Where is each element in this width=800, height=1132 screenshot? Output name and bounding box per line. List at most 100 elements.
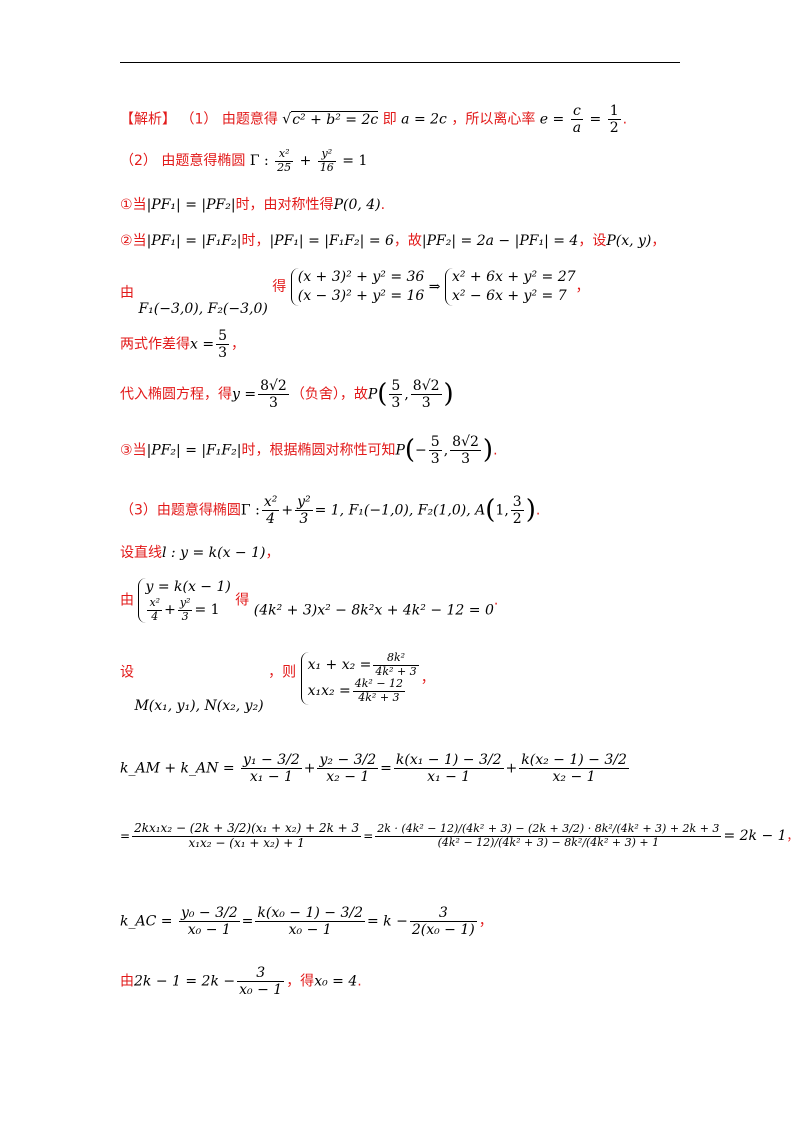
subst-line: 代入椭圆方程，得y = 8√2 3 （负舍），故P(5 3, 8√2 3) (120, 378, 454, 412)
subst-text: 代入椭圆方程，得 (120, 386, 232, 403)
part1-sqrt-sign: √ (282, 111, 292, 128)
kam-line: k_AM + k_AN = y₁ − 3/2 x₁ − 1 + y₂ − 3/2 x₂ … (120, 752, 629, 786)
system1-de: 得 (272, 278, 287, 295)
case2-end: ， (651, 233, 666, 249)
case2-label: ②当 (120, 233, 147, 249)
kam-frac-d: k(x₂ − 1) − 3/2 x₂ − 1 (519, 752, 629, 786)
ellipse-x-term: x² 25 (275, 147, 294, 174)
part3-gamma: Γ : (240, 502, 260, 519)
kam2-end: ， (786, 828, 799, 843)
vieta-brace: x₁ + x₂ = 8k² 4k² + 3 x₁x₂ = 4k² − 12 4k² + … (300, 651, 421, 705)
kam-lhs: k_AM + k_AN = (120, 760, 235, 777)
kam2-line: = 2kx₁x₂ − (2k + 3/2)(x₁ + x₂) + 2k + 3 x₁… (120, 821, 799, 850)
diff-lhs: x = (190, 336, 215, 353)
case1-label: ①当 (120, 197, 147, 213)
vieta-line: 设 M(x₁, y₁), N(x₂, y₂) ，则 x₁ + x₂ = 8k² 4k… (120, 651, 435, 715)
case1-point: P(0, 4) (333, 197, 381, 213)
part2-text: 由题意得椭圆 (161, 153, 246, 170)
vieta-she: 设 (120, 664, 134, 681)
rhs: = 1 (342, 153, 368, 170)
part3-text: 由题意得椭圆 (156, 502, 241, 519)
system2-de: 得 (235, 592, 250, 609)
system2-brace: y = k(x − 1) x² 4 + y² 3 = 1 (138, 578, 231, 624)
vieta-ze: ，则 (268, 664, 297, 681)
line-l-eq: l : y = k(x − 1) (162, 545, 266, 561)
kam2-frac-e: 2kx₁x₂ − (2k + 3/2)(x₁ + x₂) + 2k + 3 x₁x… (132, 821, 362, 850)
case2-eq4: P(x, y) (606, 233, 652, 249)
kac-lhs: k_AC = (120, 913, 173, 930)
part3-x-term: x² 4 (261, 494, 280, 528)
implies-arrow: ⇒ (428, 278, 441, 295)
final-line: 由2k − 1 = 2k −3 x₀ − 1 ，得x₀ = 4. (120, 965, 362, 998)
case2-line: ②当|PF₁| = |F₁F₂|时，|PF₁| = |F₁F₂| = 6，故|P… (120, 233, 665, 250)
solution-label: 【解析】 (120, 111, 176, 128)
system1-line: 由 F₁(−3,0), F₂(−3,0) 得 (x + 3)² + y² = 3… (120, 268, 590, 318)
system1-brace-left: (x + 3)² + y² = 36 (x − 3)² + y² = 16 (290, 268, 424, 306)
kam-frac-b: y₂ − 3/2 x₂ − 1 (317, 752, 379, 786)
kac-frac-a: y₀ − 3/2 x₀ − 1 (178, 905, 240, 939)
part1-number: （1） (180, 111, 218, 128)
part2-number: （2） (120, 153, 157, 170)
diff-end: ， (231, 336, 245, 353)
case1-line: ①当|PF₁| = |PF₂|时，由对称性得P(0, 4). (120, 197, 385, 214)
subst-p: P (367, 386, 378, 403)
part3-y-term: y² 3 (295, 494, 313, 528)
top-rule (120, 62, 680, 63)
subst-lhs: y = (232, 386, 257, 403)
eq-sign: = (589, 111, 602, 128)
part1-eq2: a = 2c (401, 111, 447, 128)
line-l-end: ， (265, 545, 280, 561)
case1-text: 时，由对称性得 (235, 197, 334, 213)
vieta-mn: M(x₁, y₁), N(x₂, y₂) (134, 698, 264, 715)
plus: + (299, 153, 312, 170)
part1-text: 由题意得 (221, 111, 278, 128)
system2-line: 由 y = k(x − 1) x² 4 + y² 3 = 1 得 (4k² + 3)x² … (120, 578, 499, 624)
subst-neg: （负舍），故 (290, 386, 368, 403)
case1-eq: |PF₁| = |PF₂| (146, 197, 236, 213)
line-l-line: 设直线l : y = k(x − 1)， (120, 545, 279, 562)
kac-mid: = k − (367, 913, 408, 930)
diff-line: 两式作差得x = 5 3， (120, 328, 245, 361)
system1-you: 由 (120, 284, 134, 301)
case2-eq1: |PF₁| = |F₁F₂| (146, 233, 242, 249)
system2-end: . (493, 592, 499, 609)
kac-frac-b: k(x₀ − 1) − 3/2 x₀ − 1 (255, 905, 365, 939)
case3-eq: |PF₂| = |F₁F₂| (146, 442, 242, 459)
part1-end: . (622, 111, 628, 128)
case3-p: P (395, 442, 405, 459)
kac-frac-c: 3 2(x₀ − 1) (409, 905, 477, 939)
kam2-result: = 2k − 1 (723, 827, 787, 844)
case3-minus: − (415, 442, 427, 459)
diff-text: 两式作差得 (120, 336, 190, 353)
case2-eq3: |PF₂| = 2a − |PF₁| = 4 (421, 233, 579, 249)
case3-text: 时，根据椭圆对称性可知 (241, 442, 396, 459)
system1-brace-right: x² + 6x + y² = 27 x² − 6x + y² = 7 (444, 268, 576, 306)
part3-number: （3） (120, 502, 157, 519)
part1-ji: 即 (382, 111, 397, 128)
kam-frac-a: y₁ − 3/2 x₁ − 1 (241, 752, 302, 786)
part3-end: . (535, 502, 541, 519)
case2-t1: 时， (241, 233, 270, 249)
kam2-frac-f: 2k · (4k² − 12)/(4k² + 3) − (2k + 3/2) ·… (375, 822, 722, 849)
case3-py: 8√2 3 (450, 434, 481, 468)
kac-line: k_AC = y₀ − 3/2 x₀ − 1 = k(x₀ − 1) − 3/2 x₀ … (120, 905, 493, 939)
part3-rhs: = 1, F₁(−1,0), F₂(1,0), A (314, 502, 486, 519)
system2-you: 由 (120, 592, 134, 609)
final-de: ，得 (286, 973, 315, 990)
final-result: x₀ = 4 (314, 973, 358, 990)
vieta-end: ， (420, 670, 435, 687)
final-eq: 2k − 1 = 2k − (134, 973, 236, 990)
part1-line: 【解析】 （1） 由题意得 √c² + b² = 2c 即 a = 2c ，所以… (120, 103, 627, 136)
case2-eq2: |PF₁| = |F₁F₂| = 6 (269, 233, 394, 249)
part1-tail: ，所以离心率 (451, 111, 536, 128)
case3-end: . (493, 442, 498, 459)
case2-t3: ，设 (578, 233, 607, 249)
case3-label: ③当 (120, 442, 147, 459)
kam-frac-c: k(x₁ − 1) − 3/2 x₁ − 1 (393, 752, 504, 786)
